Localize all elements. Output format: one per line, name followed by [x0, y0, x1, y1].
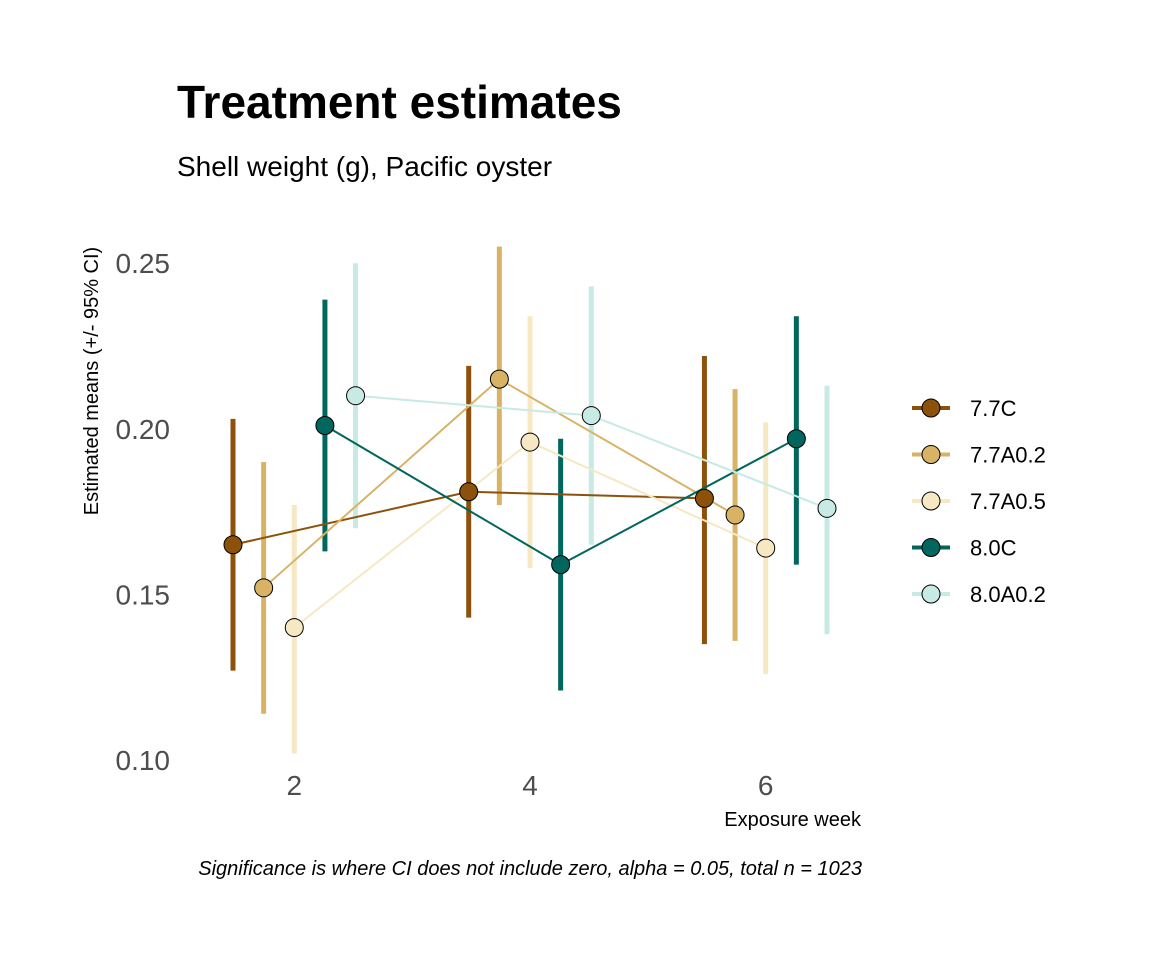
y-axis-ticks: 0.10 0.15 0.20 0.25 [116, 248, 171, 776]
data-point-8-0c [315, 416, 335, 435]
legend: 7.7C 7.7A0.2 7.7A0.5 8.0C 8.0A0.2 [912, 396, 1046, 607]
data-point-8-0c [786, 429, 806, 449]
legend-key-point-7-7a0-5 [921, 491, 941, 511]
legend-label-7-7a0-2: 7.7A0.2 [970, 443, 1046, 468]
data-point-7-7c [459, 482, 479, 502]
legend-label-7-7a0-5: 7.7A0.5 [970, 489, 1046, 514]
y-tick-label: 0.15 [116, 579, 171, 610]
data-point-8-0c [551, 555, 571, 575]
data-point-7-7a0-5 [284, 618, 304, 638]
chart-title: Treatment estimates [177, 76, 622, 128]
y-tick-label: 0.20 [116, 414, 171, 445]
legend-key-point-8-0a0-2 [921, 584, 941, 604]
data-point-7-7a0-5 [520, 432, 540, 452]
data-point-8-0a0-2 [346, 386, 366, 406]
legend-key-point-7-7a0-2 [921, 445, 941, 464]
legend-key-point-8-0c [921, 538, 941, 557]
error-bars [230, 246, 830, 754]
x-axis-ticks: 2 4 6 [286, 770, 773, 801]
series-points [223, 369, 837, 638]
x-tick-label: 6 [758, 770, 774, 801]
data-point-8-0a0-2 [817, 498, 837, 518]
data-point-7-7a0-2 [725, 505, 745, 525]
data-point-7-7a0-5 [756, 538, 776, 558]
chart-subtitle: Shell weight (g), Pacific oyster [177, 151, 552, 182]
data-point-7-7c [694, 488, 714, 508]
x-tick-label: 4 [522, 770, 538, 801]
chart-caption: Significance is where CI does not includ… [198, 858, 862, 880]
data-point-7-7a0-2 [489, 369, 509, 389]
x-tick-label: 2 [286, 770, 302, 801]
data-point-7-7a0-2 [254, 578, 274, 598]
x-axis-label: Exposure week [724, 809, 862, 831]
y-tick-label: 0.25 [116, 248, 171, 279]
legend-label-8-0a0-2: 8.0A0.2 [970, 582, 1046, 607]
data-point-8-0a0-2 [581, 406, 601, 426]
y-axis-label: Estimated means (+/- 95% CI) [81, 247, 103, 515]
y-tick-label: 0.10 [116, 745, 171, 776]
legend-key-point-7-7c [921, 398, 941, 418]
data-point-7-7c [223, 535, 243, 555]
legend-label-8-0c: 8.0C [970, 536, 1017, 561]
legend-label-7-7c: 7.7C [970, 396, 1017, 421]
